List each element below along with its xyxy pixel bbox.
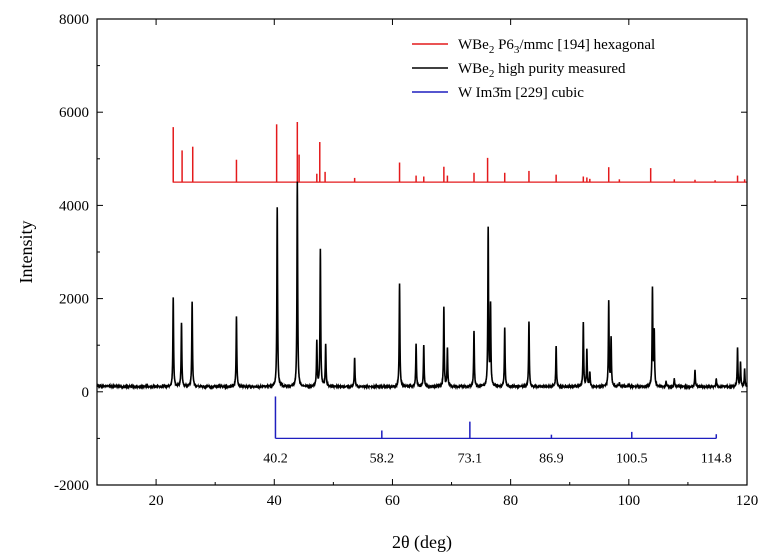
y-tick-label: -2000	[54, 478, 89, 494]
peak-annotation: 58.2	[370, 451, 395, 466]
legend: WBe2 P63/mmc [194] hexagonal WBe2 high pu…	[412, 37, 655, 101]
peak-annotations: 40.2 58.2 73.1 86.9 100.5 114.8	[263, 451, 732, 466]
x-tick-label: 60	[385, 493, 400, 509]
legend-label: W Im3̄m [229] cubic	[458, 85, 584, 101]
peak-annotation: 100.5	[616, 451, 648, 466]
legend-label: WBe2 P63/mmc [194] hexagonal	[458, 37, 655, 56]
y-tick-label: 6000	[59, 105, 89, 121]
series-layer	[96, 121, 748, 440]
peak-annotation: 86.9	[539, 451, 564, 466]
y-axis-title: Intensity	[16, 221, 36, 284]
measured-pattern-line	[96, 181, 748, 391]
x-tick-label: 80	[503, 493, 518, 509]
x-axis-title: 2θ (deg)	[392, 532, 452, 553]
y-tick-label: 2000	[59, 292, 89, 308]
legend-item: WBe2 high purity measured	[412, 61, 626, 80]
legend-item: WBe2 P63/mmc [194] hexagonal	[412, 37, 655, 56]
plot-frame	[96, 18, 748, 486]
legend-label: WBe2 high purity measured	[458, 61, 626, 80]
y-tick-label: 4000	[59, 198, 89, 214]
x-tick-label: 40	[267, 493, 282, 509]
peak-annotation: 114.8	[701, 451, 732, 466]
legend-item: W Im3̄m [229] cubic	[412, 85, 584, 101]
x-tick-label: 100	[618, 493, 641, 509]
series-1	[96, 181, 748, 391]
x-tick-label: 120	[736, 493, 759, 509]
peak-annotation: 40.2	[263, 451, 288, 466]
series-2	[274, 396, 718, 440]
x-tick-label: 20	[149, 493, 164, 509]
axes: 20 40 60 80 100 120 -2000 0 2000 4000 6000 8000	[54, 12, 758, 509]
y-tick-label: 8000	[59, 12, 89, 28]
y-tick-label: 0	[82, 385, 90, 401]
peak-annotation: 73.1	[458, 451, 483, 466]
series-0	[172, 121, 747, 183]
